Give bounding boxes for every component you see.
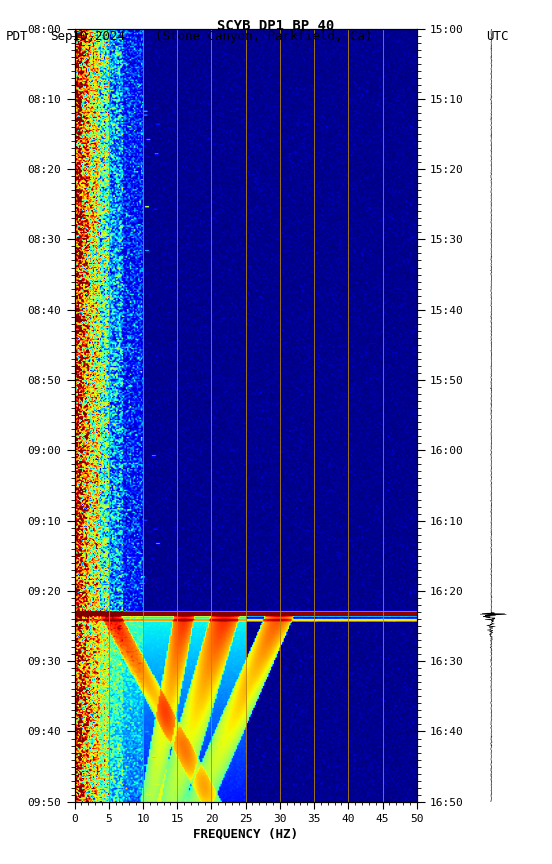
X-axis label: FREQUENCY (HZ): FREQUENCY (HZ) bbox=[193, 828, 298, 841]
Text: (Stone Canyon, Parkfield, Ca): (Stone Canyon, Parkfield, Ca) bbox=[155, 30, 372, 43]
Text: UTC: UTC bbox=[486, 30, 508, 43]
Text: SCYB DP1 BP 40: SCYB DP1 BP 40 bbox=[217, 19, 335, 33]
Text: PDT: PDT bbox=[6, 30, 28, 43]
Text: Sep10,2024: Sep10,2024 bbox=[50, 30, 125, 43]
